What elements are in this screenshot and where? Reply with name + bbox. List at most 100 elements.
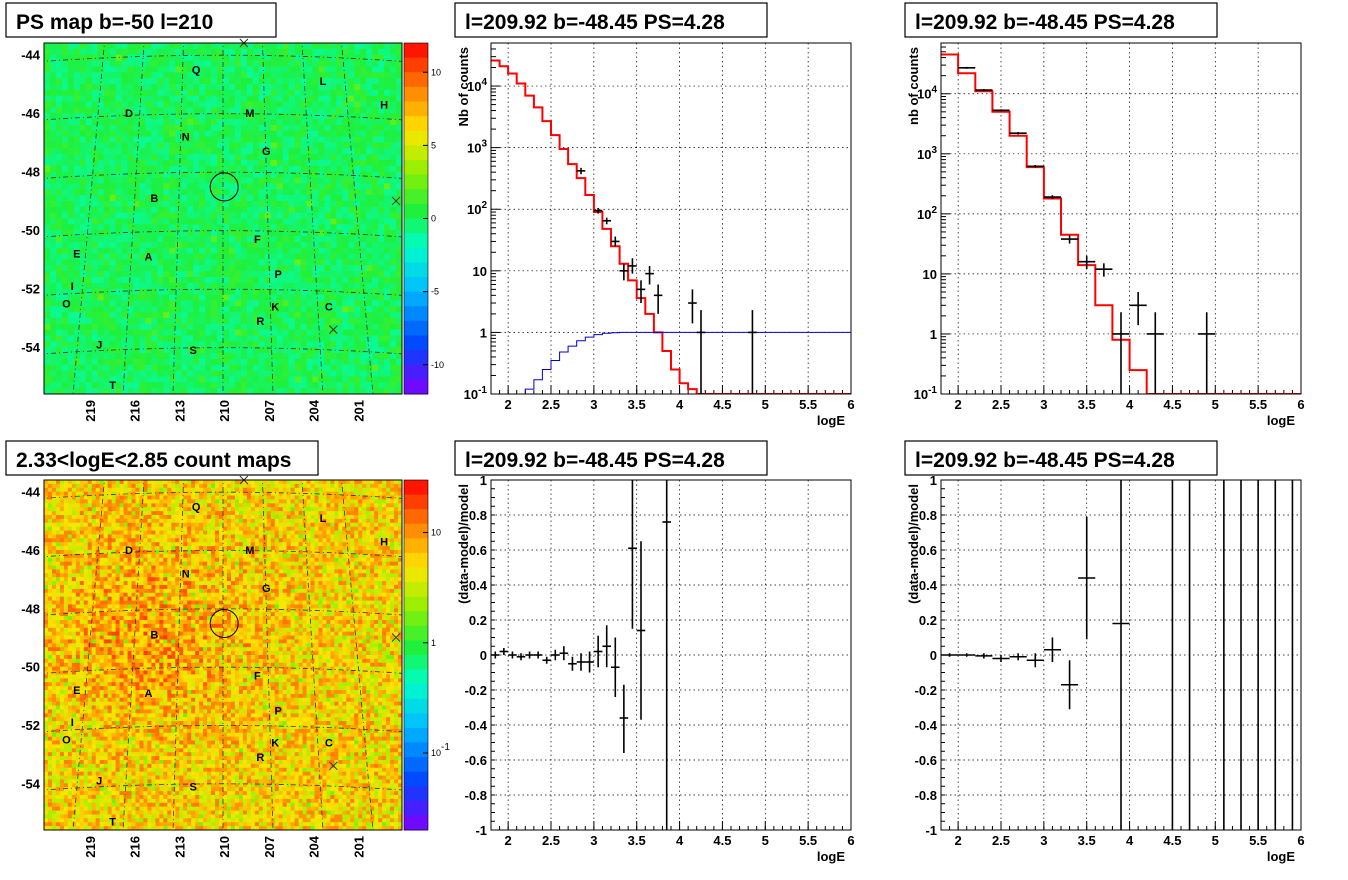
m1-cell (80, 43, 86, 49)
m1-cell (193, 306, 199, 312)
m4-cell (247, 527, 251, 531)
m1-cell (324, 236, 330, 242)
m1-cell (348, 90, 354, 96)
m4-cell (330, 480, 334, 484)
m4-cell (167, 523, 171, 527)
m1-cell (134, 324, 140, 330)
m4-cell (80, 507, 84, 511)
m1-cell (235, 271, 241, 277)
m1-cell (229, 283, 235, 289)
m4-cell (295, 507, 299, 511)
m1-cell (145, 353, 151, 359)
m4-cell (187, 480, 191, 484)
m4-cell (124, 507, 128, 511)
m1-cell (217, 49, 223, 55)
m4-cell (104, 527, 108, 531)
m1-cell (116, 324, 122, 330)
m1-cell (295, 306, 301, 312)
m1-cell (378, 160, 384, 166)
m1-cell (283, 248, 289, 254)
m1-cell (205, 201, 211, 207)
m4-cell (132, 515, 136, 519)
m1-cell (139, 119, 145, 125)
m1-cell (74, 172, 80, 178)
m1-cell (68, 96, 74, 102)
m4-cell (116, 519, 120, 523)
m1-cell (396, 248, 402, 254)
m4-cell (56, 515, 60, 519)
m1-cell (98, 318, 104, 324)
m1-cell (169, 178, 175, 184)
m1-cell (74, 131, 80, 137)
m1-cell (342, 353, 348, 359)
m1-cell (253, 148, 259, 154)
m4-cell (116, 531, 120, 535)
m1-cell (235, 265, 241, 271)
m1-cell (217, 271, 223, 277)
m1-cell (145, 90, 151, 96)
m1-cell (122, 353, 128, 359)
m1-cell (199, 125, 205, 131)
m1-cell (301, 49, 307, 55)
m1-cell (390, 113, 396, 119)
m4-cell (283, 519, 287, 523)
m1-cell (217, 330, 223, 336)
m1-cell (104, 131, 110, 137)
m4-cell (100, 534, 104, 538)
m1-cell (98, 90, 104, 96)
m1-cell (98, 61, 104, 67)
m1-cell (384, 207, 390, 213)
m1-cell (104, 78, 110, 84)
m1-cell (283, 365, 289, 371)
m1-cell (110, 131, 116, 137)
m1-cell (193, 160, 199, 166)
m1-cell (241, 96, 247, 102)
m1-cell (378, 142, 384, 148)
m1-cell (235, 90, 241, 96)
m1-cell (283, 312, 289, 318)
m1-cell (235, 154, 241, 160)
m1-cell (247, 137, 253, 143)
m1-cell (324, 295, 330, 301)
m1-cell (139, 172, 145, 178)
m1-cell (354, 259, 360, 265)
m1-cell (193, 371, 199, 377)
m1-cell (104, 107, 110, 113)
m1-cell (247, 236, 253, 242)
m1-cell (50, 61, 56, 67)
m1-cell (235, 213, 241, 219)
m1-cell (211, 312, 217, 318)
m1-cell (211, 107, 217, 113)
m1-cell (223, 306, 229, 312)
m4-cell (390, 523, 394, 527)
m1-cell (187, 178, 193, 184)
m1-cell (211, 259, 217, 265)
m1-cell (181, 306, 187, 312)
m1-cell (235, 365, 241, 371)
m1-cell (175, 312, 181, 318)
m4-cell (386, 492, 390, 496)
m1-cell (265, 254, 271, 260)
m1-cell (354, 382, 360, 388)
m4-cell (155, 515, 159, 519)
m1-cell (324, 55, 330, 61)
m1-cell (122, 341, 128, 347)
m1-cell (104, 137, 110, 143)
m1-cell (86, 66, 92, 72)
m4-cell (215, 527, 219, 531)
m1-cell (151, 289, 157, 295)
m1-cell (396, 213, 402, 219)
m4-cell (183, 503, 187, 507)
m1-cell (289, 43, 295, 49)
m1-cell (330, 219, 336, 225)
m1-cell (283, 160, 289, 166)
m1-cell (378, 318, 384, 324)
m1-cell (104, 213, 110, 219)
m1-colorbar-seg-5 (404, 116, 428, 131)
m1-cell (229, 306, 235, 312)
m4-cell (183, 496, 187, 500)
m4-cell (275, 503, 279, 507)
m1-cell (92, 137, 98, 143)
m1-cell (283, 336, 289, 342)
m1-cell (169, 224, 175, 230)
